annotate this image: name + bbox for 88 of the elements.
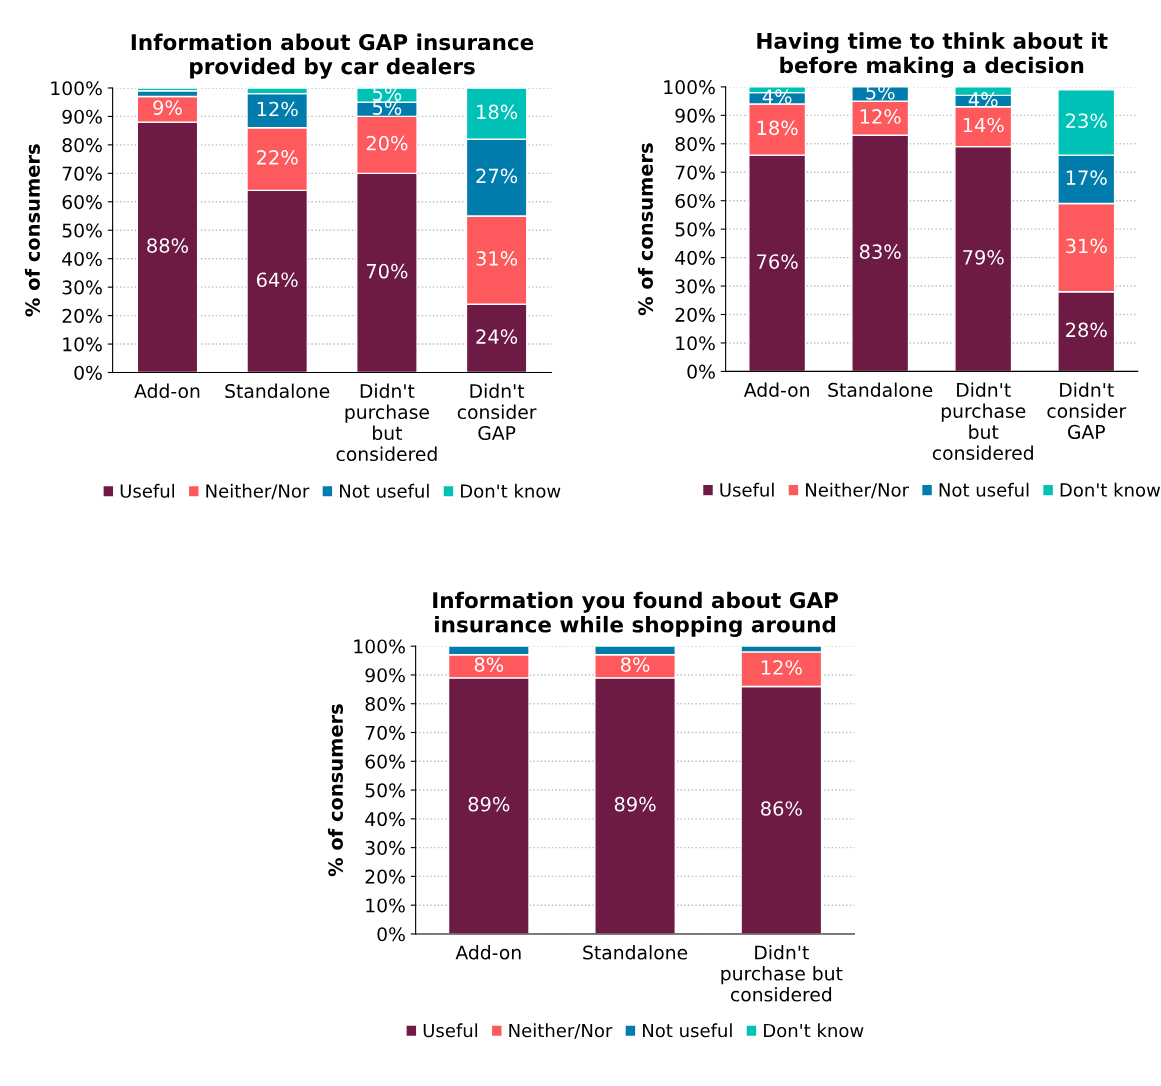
- y-tick-label: 20%: [365, 869, 405, 884]
- legend-label: Neither/Nor: [806, 482, 910, 499]
- data-label: 8%: [620, 657, 650, 672]
- data-label: 12%: [257, 101, 298, 117]
- x-tick-label: Didn't purchase but considered: [721, 945, 843, 1002]
- x-tick-label: Add-on: [743, 382, 809, 398]
- data-label: 12%: [761, 660, 802, 675]
- y-tick-label: 30%: [675, 279, 715, 294]
- legend-label: Don't know: [461, 483, 561, 498]
- data-label: 83%: [859, 244, 901, 259]
- data-label: 9%: [153, 100, 182, 115]
- chart-title: Information you found about GAP insurance while shopping around: [433, 591, 839, 637]
- data-label: 89%: [468, 796, 510, 812]
- y-tick-label: 90%: [365, 668, 405, 683]
- data-label: 17%: [1066, 170, 1107, 185]
- data-label: 31%: [1066, 238, 1107, 254]
- y-tick-label: 90%: [675, 108, 715, 123]
- chart-title: Having time to think about it before making a decision: [757, 32, 1108, 78]
- x-tick-label: Didn't consider GAP: [457, 383, 537, 441]
- y-tick-label: 10%: [366, 898, 405, 913]
- x-tick-label: Add-on: [455, 945, 521, 960]
- y-axis-title: % of consumers: [327, 704, 343, 877]
- y-tick-label: 40%: [62, 251, 102, 267]
- data-label: 18%: [757, 120, 798, 136]
- y-tick-label: 50%: [675, 222, 715, 237]
- data-label: 27%: [476, 168, 518, 184]
- data-label: 14%: [963, 117, 1004, 133]
- y-tick-label: 100%: [51, 81, 102, 96]
- y-tick-label: 80%: [675, 136, 715, 152]
- y-tick-label: 50%: [62, 223, 102, 238]
- legend-label: Don't know: [764, 1023, 864, 1038]
- data-label: 28%: [1066, 322, 1107, 338]
- x-tick-label: Didn't purchase but considered: [932, 382, 1033, 461]
- y-tick-label: 40%: [675, 250, 715, 265]
- y-tick-label: 10%: [676, 336, 715, 351]
- legend-label: Not useful: [340, 483, 429, 498]
- y-axis-title: % of consumers: [637, 143, 653, 316]
- y-tick-label: 60%: [365, 754, 405, 769]
- y-tick-label: 100%: [354, 639, 405, 654]
- legend-label: Useful: [120, 483, 175, 498]
- y-tick-label: 40%: [365, 812, 405, 827]
- legend-label: Not useful: [643, 1023, 732, 1038]
- y-axis-title: % of consumers: [24, 144, 40, 317]
- x-tick-label: Standalone: [225, 383, 330, 399]
- data-label: 31%: [476, 251, 518, 266]
- data-label: 24%: [476, 329, 518, 344]
- data-label: 86%: [761, 801, 802, 816]
- y-tick-label: 90%: [62, 109, 102, 124]
- y-tick-label: 0%: [687, 364, 715, 379]
- y-tick-label: 0%: [74, 365, 102, 380]
- legend-label: Neither/Nor: [206, 483, 310, 500]
- y-tick-label: 0%: [377, 927, 405, 942]
- y-tick-label: 20%: [62, 308, 102, 323]
- y-tick-label: 60%: [62, 194, 102, 210]
- data-label: 23%: [1066, 113, 1107, 129]
- y-tick-label: 50%: [365, 783, 405, 798]
- x-tick-label: Didn't consider GAP: [1047, 382, 1127, 440]
- data-label: 8%: [474, 657, 504, 672]
- data-label: 5%: [372, 100, 402, 115]
- y-tick-label: 100%: [664, 80, 715, 95]
- x-tick-label: Standalone: [828, 382, 933, 398]
- legend-label: Neither/Nor: [509, 1023, 613, 1039]
- data-label: 76%: [757, 254, 798, 269]
- y-tick-label: 60%: [675, 193, 715, 209]
- y-tick-label: 80%: [62, 138, 102, 153]
- y-tick-label: 30%: [365, 840, 405, 856]
- legend-label: Useful: [423, 1023, 478, 1038]
- legend-label: Useful: [720, 482, 774, 497]
- chart-title: Information about GAP insurance provided by car dealers: [131, 33, 534, 79]
- y-tick-label: 10%: [63, 337, 102, 352]
- y-tick-label: 70%: [62, 166, 102, 181]
- legend-label: Don't know: [1060, 482, 1161, 497]
- y-tick-label: 30%: [62, 280, 102, 295]
- data-label: 89%: [614, 796, 656, 812]
- x-tick-label: Didn't purchase but considered: [336, 383, 437, 462]
- y-tick-label: 20%: [675, 307, 715, 322]
- legend-label: Not useful: [939, 482, 1029, 497]
- y-tick-label: 70%: [365, 725, 405, 740]
- data-label: 18%: [477, 104, 518, 120]
- x-tick-label: Add-on: [134, 383, 200, 399]
- x-tick-label: Standalone: [583, 945, 688, 960]
- y-tick-label: 70%: [675, 165, 715, 180]
- data-label: 79%: [963, 249, 1004, 265]
- data-label: 12%: [860, 109, 901, 124]
- data-label: 88%: [147, 238, 189, 253]
- y-tick-label: 80%: [365, 696, 405, 712]
- data-label: 22%: [257, 150, 298, 165]
- data-label: 64%: [256, 272, 298, 288]
